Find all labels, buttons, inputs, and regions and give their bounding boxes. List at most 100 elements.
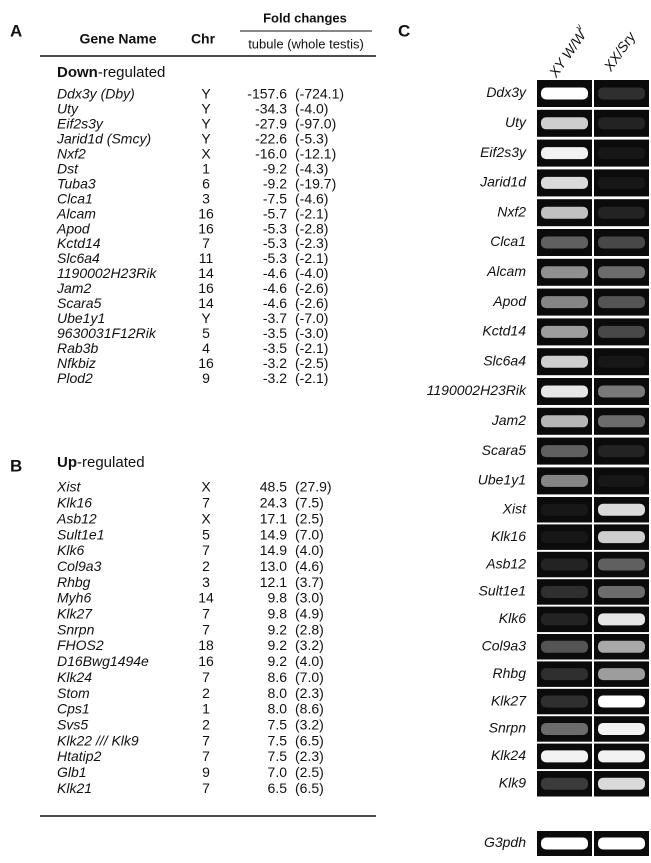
gene-label: Ube1y1 [478,472,526,488]
fold-testis: (-3.0) [295,325,328,341]
chr: 14 [198,295,214,311]
gene-label: Scara5 [482,442,527,458]
gene-name: Jarid1d (Smcy) [56,131,151,147]
gel-band [598,531,645,543]
fold-testis: (4.0) [295,653,324,669]
gene-label: Eif2s3y [480,144,527,160]
gene-label: Asb12 [485,555,526,571]
gel-band [541,296,588,308]
gene-name: Klk21 [57,780,92,796]
chr: 2 [202,716,210,732]
gel-band [598,668,645,680]
section-label: Up-regulated [57,454,145,471]
gel-band [541,266,588,278]
fold-tubule: -3.2 [263,370,287,386]
fold-tubule: 9.2 [268,637,288,653]
fold-tubule: -3.7 [263,310,287,326]
chr: 7 [202,495,210,511]
chr: 2 [202,685,210,701]
gel-band [598,296,645,308]
gene-label: Klk16 [491,528,526,544]
gel-band [541,147,588,159]
fold-tubule: -9.2 [263,160,287,176]
chr: 14 [198,265,214,281]
gel-band [541,386,588,398]
gel-band [598,356,645,368]
bold: Up [57,454,77,471]
gene-name: FHOS2 [57,637,104,653]
gel-band [541,504,588,516]
fold-tubule: 9.8 [268,606,288,622]
gel-band [541,207,588,219]
gene-name: Asb12 [56,510,97,526]
fold-testis: (3.0) [295,590,324,606]
chr: 7 [202,748,210,764]
fold-testis: (-4.6) [295,190,328,206]
gene-label: Jam2 [491,412,526,428]
fold-testis: (8.6) [295,701,324,717]
section-label: Down-regulated [57,64,165,81]
fold-tubule: -27.9 [255,116,287,132]
gene-name: Tuba3 [57,175,96,191]
gel-band [598,723,645,735]
fold-tubule: -4.6 [263,295,287,311]
fold-tubule: 7.5 [268,732,288,748]
chr: 6 [202,175,210,191]
chr: 16 [198,205,214,221]
gel-band [598,117,645,129]
column-header: XX/Sry [600,28,639,75]
gene-name: Alcam [56,205,96,221]
gene-label: Klk6 [499,610,526,626]
gene-label: Nxf2 [497,203,526,219]
gel-band [598,696,645,708]
chr: 7 [202,732,210,748]
fold-testis: (6.5) [295,780,324,796]
gene-name: 1190002H23Rik [57,265,157,281]
fold-testis: (7.0) [295,526,324,542]
rest: -regulated [77,454,145,471]
fold-tubule: -4.6 [263,265,287,281]
fold-testis: (-4.0) [295,265,328,281]
chr: 16 [198,653,214,669]
main: XY W/W [545,26,590,81]
panel-letter: C [398,21,410,40]
fold-tubule: -4.6 [263,280,287,296]
gene-name: Svs5 [57,716,88,732]
gel-band [541,668,588,680]
column-header: XY W/Wv [543,22,592,81]
fold-testis: (-2.1) [295,340,328,356]
panel-letter: B [10,456,22,475]
fold-testis: (-2.1) [295,250,328,266]
fold-testis: (-2.3) [295,235,328,251]
gel-band [541,88,588,100]
fold-testis: (2.5) [295,764,324,780]
gene-name: Slc6a4 [57,250,100,266]
fold-testis: (-2.8) [295,220,328,236]
header: tubule (whole testis) [248,36,364,51]
fold-testis: (-12.1) [295,146,336,162]
fold-tubule: 24.3 [260,495,287,511]
gel-band [541,531,588,543]
gel-band [541,356,588,368]
gel-band [598,838,645,850]
chr: 3 [202,190,210,206]
fold-testis: (27.9) [295,479,332,495]
fold-testis: (3.7) [295,574,324,590]
chr: Y [201,310,211,326]
gene-name: Nxf2 [57,146,86,162]
gene-name: Cps1 [57,701,90,717]
gel-band [598,559,645,571]
gene-label: Snrpn [489,720,527,736]
gene-name: Ube1y1 [57,310,105,326]
fold-tubule: -5.7 [263,205,287,221]
panel-a: A Gene Name Chr Fold changes tubule (who… [10,10,376,385]
gene-name: 9630031F12Rik [57,325,157,341]
fold-testis: (2.5) [295,510,324,526]
fold-testis: (6.5) [295,732,324,748]
gel-band [541,559,588,571]
fold-tubule: 14.9 [260,542,287,558]
gene-name: Klk24 [57,669,92,685]
gene-name: Jam2 [56,280,91,296]
gene-name: Scara5 [57,295,102,311]
fold-testis: (2.3) [295,748,324,764]
